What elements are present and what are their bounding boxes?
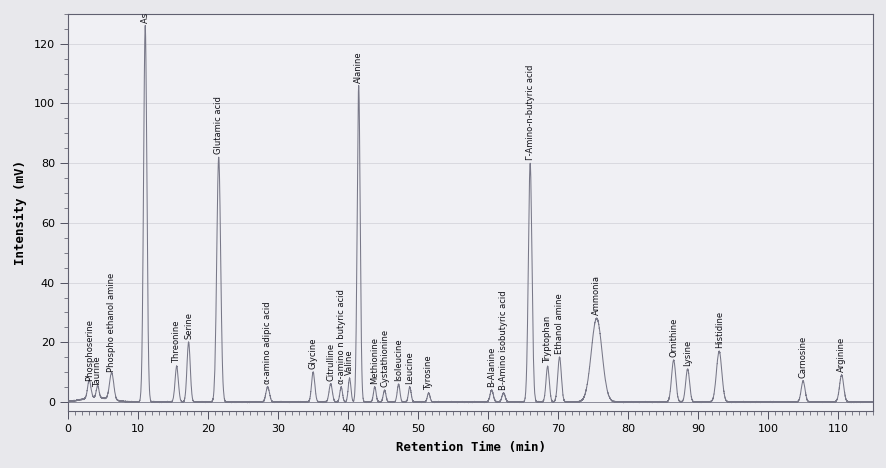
Text: Aspartic acid: Aspartic acid [141,0,150,23]
Text: Cystathionine: Cystathionine [380,329,389,387]
Text: Valine: Valine [345,350,354,375]
Text: Tyrosine: Tyrosine [424,356,432,390]
Text: Carnosine: Carnosine [797,336,807,378]
Text: Methionine: Methionine [369,337,379,384]
Text: B-Amino isobutyric acid: B-Amino isobutyric acid [499,291,508,390]
Text: Citrulline: Citrulline [326,343,335,381]
X-axis label: Retention Time (min): Retention Time (min) [395,441,545,454]
Text: Glutamic acid: Glutamic acid [214,96,223,154]
Text: α-amino adipic acid: α-amino adipic acid [263,301,272,384]
Text: Alanine: Alanine [354,51,362,82]
Text: Lysine: Lysine [682,340,691,366]
Text: Isoleucine: Isoleucine [393,338,402,381]
Text: B-Alanine: B-Alanine [486,347,495,387]
Text: Histidine: Histidine [714,311,723,348]
Text: Phospho ethanol amine: Phospho ethanol amine [107,273,116,372]
Text: Ammonia: Ammonia [592,276,601,315]
Y-axis label: Intensity (mV): Intensity (mV) [14,160,27,265]
Text: Taurine: Taurine [93,357,102,387]
Text: Leucine: Leucine [405,351,414,384]
Text: Serine: Serine [184,312,193,339]
Text: Phosphoserine: Phosphoserine [85,319,94,381]
Text: Threonine: Threonine [172,321,181,363]
Text: α-amino n butyric acid: α-amino n butyric acid [337,289,346,384]
Text: Arginine: Arginine [836,337,845,372]
Text: Ethanol amine: Ethanol amine [555,293,563,354]
Text: Glycine: Glycine [308,338,317,369]
Text: Tryptophan: Tryptophan [542,316,552,363]
Text: Ornithine: Ornithine [668,318,678,357]
Text: Γ-Amino-n-butyric acid: Γ-Amino-n-butyric acid [525,65,534,160]
